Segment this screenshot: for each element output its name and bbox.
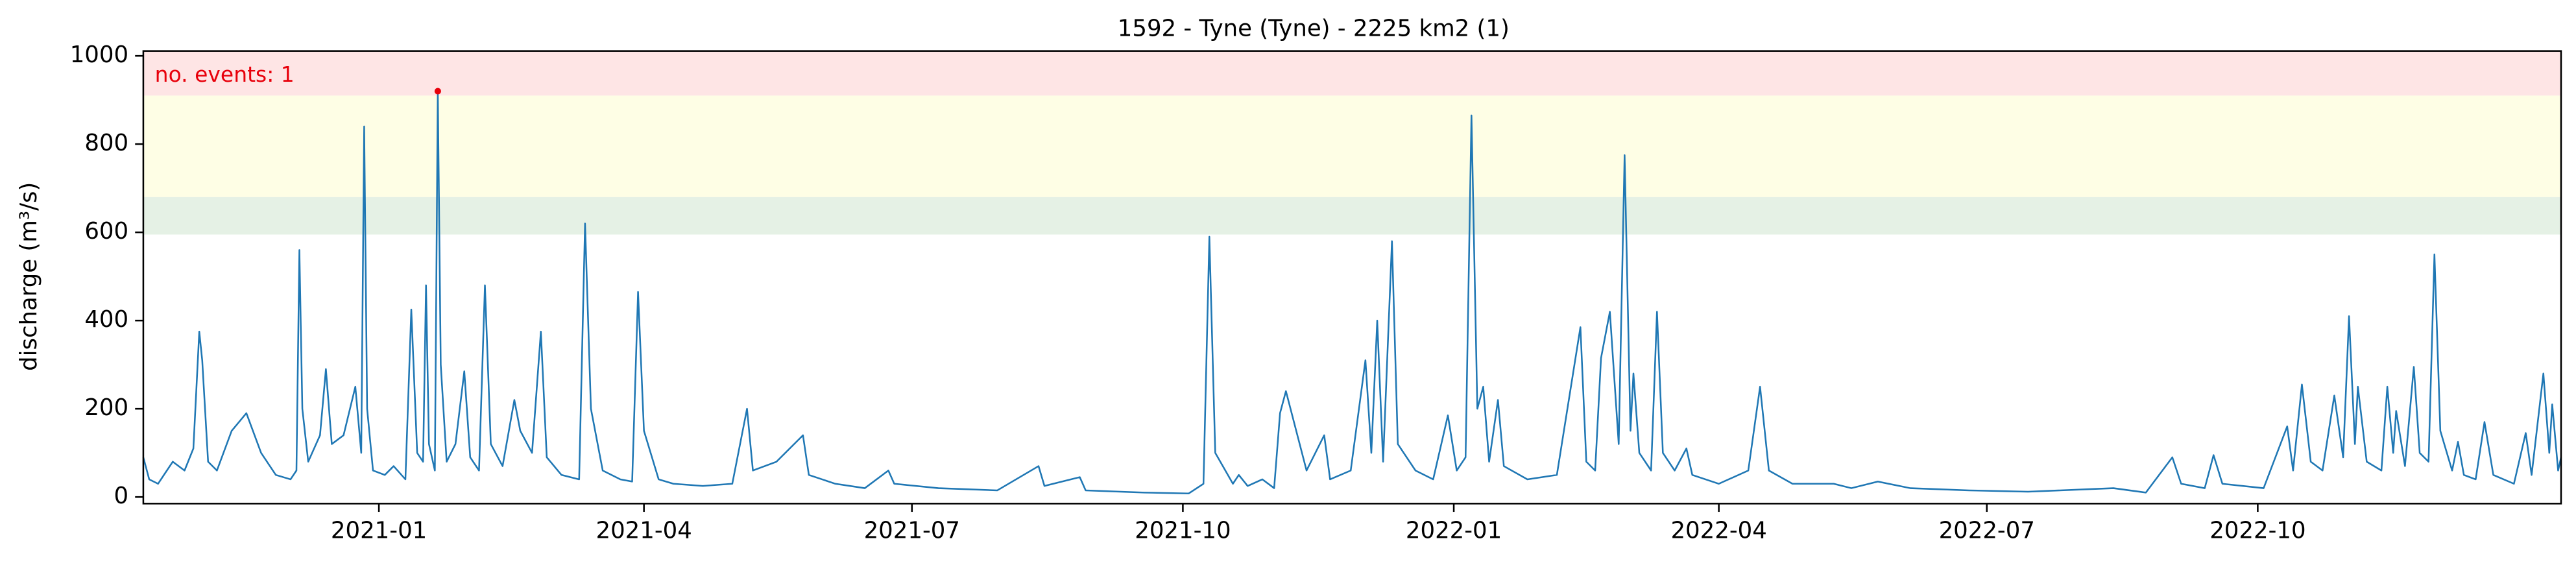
threshold-band: [143, 51, 2561, 96]
y-tick-label: 200: [84, 394, 128, 421]
x-tick-label: 2022-04: [1670, 517, 1766, 544]
x-tick-label: 2021-04: [596, 517, 692, 544]
x-tick-label: 2021-01: [331, 517, 427, 544]
chart-title: 1592 - Tyne (Tyne) - 2225 km2 (1): [1118, 16, 1510, 42]
plot-frame: [142, 50, 2562, 505]
y-tick-label: 800: [84, 130, 128, 156]
y-tick-label: 600: [84, 218, 128, 245]
threshold-band: [143, 197, 2561, 235]
x-tick-label: 2022-10: [2209, 517, 2305, 544]
event-marker: [434, 88, 441, 95]
discharge-line: [142, 90, 2562, 495]
y-tick-label: 400: [84, 306, 128, 333]
x-tick-label: 2021-10: [1135, 517, 1231, 544]
threshold-band: [143, 95, 2561, 197]
y-tick-label: 0: [114, 483, 128, 509]
x-tick-label: 2022-01: [1406, 517, 1502, 544]
x-tick-label: 2021-07: [864, 517, 960, 544]
y-tick-label: 1000: [70, 42, 128, 68]
annotation: no. events: 1: [155, 62, 295, 87]
y-axis-label: discharge (m³/s): [16, 182, 42, 371]
x-tick-label: 2022-07: [1939, 517, 2035, 544]
